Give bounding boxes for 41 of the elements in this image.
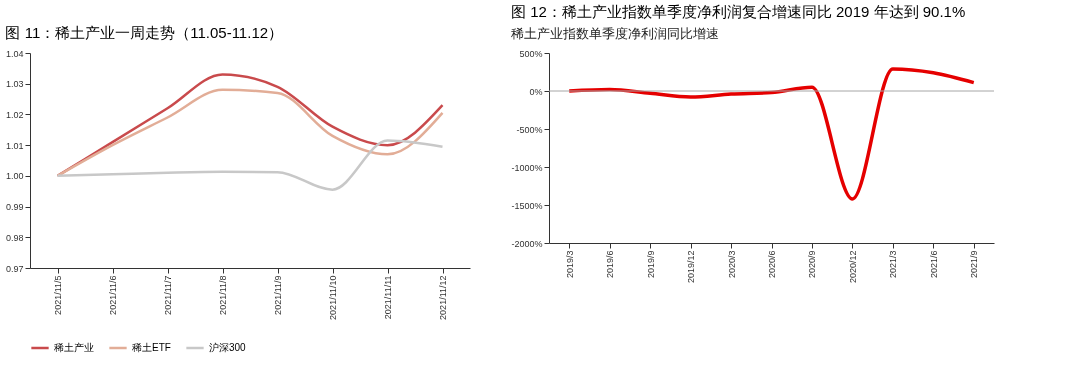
y-tick-label: 1.01: [5, 140, 24, 151]
x-tick-label: 2021/3: [888, 250, 899, 279]
y-tick-label: -1500%: [511, 200, 543, 211]
x-tick-label: 2021/11/7: [163, 275, 173, 315]
x-tick-label: 2021/11/11: [383, 275, 393, 320]
legend-label: 沪深300: [209, 342, 247, 353]
x-tick-label: 2021/11/10: [328, 275, 338, 320]
x-tick-label: 2021/11/8: [218, 275, 228, 315]
y-tick-label: 0%: [529, 86, 543, 97]
y-tick-label: 0.99: [5, 202, 24, 213]
x-tick-label: 2019/3: [564, 250, 575, 279]
line-series: [56, 139, 444, 191]
x-tick-label: 2021/11/6: [108, 275, 118, 315]
chart-title: 图 12：稀土产业指数单季度净利润复合增速同比 2019 年达到 90.1%: [510, 3, 966, 20]
y-tick-label: 0.98: [5, 232, 24, 243]
y-tick-label: 0.97: [5, 263, 24, 274]
x-tick-label: 2020/3: [726, 250, 737, 279]
legend-label: 稀土产业: [54, 342, 94, 353]
y-tick-label: 1.04: [5, 48, 24, 59]
x-tick-label: 2020/12: [847, 250, 858, 284]
legend-label: 稀土ETF: [132, 342, 171, 353]
y-tick-label: -1000%: [511, 162, 543, 173]
y-tick-label: 1.02: [5, 109, 24, 120]
y-tick-label: 1.00: [5, 171, 24, 182]
x-tick-label: 2021/11/12: [438, 275, 448, 320]
x-tick-label: 2020/6: [767, 250, 777, 279]
x-tick-label: 2021/11/5: [53, 275, 63, 315]
y-tick-label: 1.03: [5, 79, 24, 90]
x-tick-label: 2019/12: [686, 250, 697, 284]
x-tick-label: 2020/9: [807, 250, 818, 279]
x-tick-label: 2021/9: [969, 250, 980, 279]
y-tick-label: 500%: [519, 48, 543, 59]
x-tick-label: 2021/6: [928, 250, 939, 279]
x-tick-label: 2019/6: [605, 250, 616, 279]
chart-title: 图 11：稀土产业一周走势（11.05-11.12）: [5, 24, 284, 41]
x-tick-label: 2019/9: [645, 250, 656, 279]
y-tick-label: -2000%: [511, 238, 543, 249]
y-tick-label: -500%: [516, 124, 543, 135]
line-series: [567, 67, 976, 201]
chart-subtitle: 稀土产业指数单季度净利润同比增速: [510, 26, 719, 41]
x-tick-label: 2021/11/9: [273, 275, 283, 315]
